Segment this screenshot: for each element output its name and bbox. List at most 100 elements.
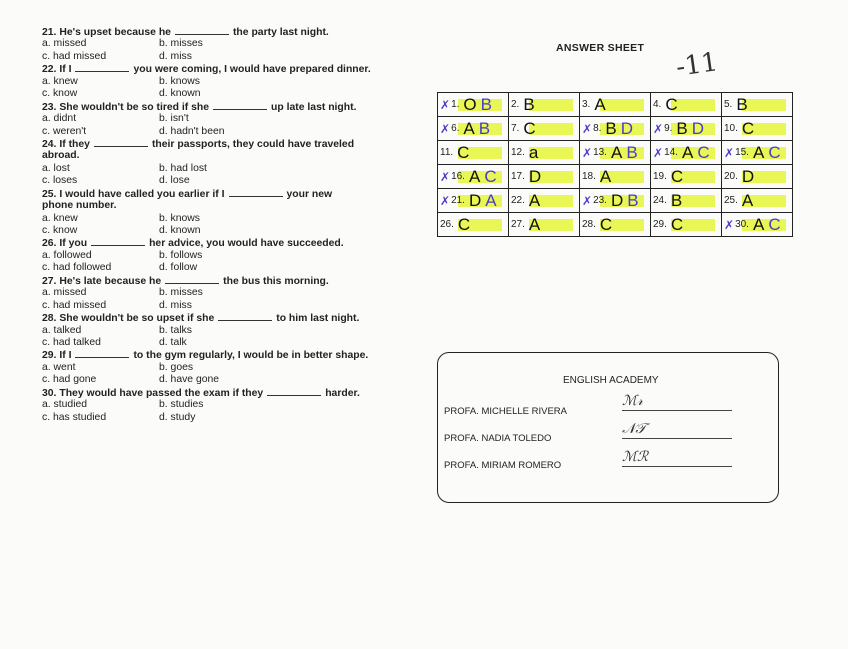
option: d. miss	[159, 299, 192, 311]
answer-letter: a	[528, 142, 539, 162]
highlight-mark	[458, 219, 502, 231]
answer-cell-content: 10. C	[724, 118, 792, 139]
answer-cell-content: ✗ 15. A C	[724, 142, 792, 163]
answer-letter: A	[528, 190, 541, 210]
correction-letter: C	[768, 142, 781, 162]
option: d. miss	[159, 50, 192, 62]
option: b. knows	[159, 212, 201, 224]
options-row: a. missed b. misses	[42, 38, 427, 50]
questions-list: 21. He's upset because he the party last …	[42, 26, 427, 424]
correction-letter: C	[484, 166, 497, 186]
answer-cell: ✗ 13. A B	[579, 140, 651, 165]
answer-letter: B	[605, 118, 617, 138]
cell-number: 3.	[582, 98, 591, 110]
answer-letter: A	[610, 142, 623, 162]
correction-letter: B	[478, 118, 491, 138]
question-text: They would have passed the exam if they	[59, 387, 264, 399]
question-text: their passports, they could have travele…	[151, 138, 355, 150]
options-row: a. talked b. talks	[42, 325, 427, 337]
highlight-mark	[671, 195, 715, 207]
option: c. had talked	[42, 336, 101, 348]
answer-key-box: ENGLISH ACADEMY PROFA. MICHELLE RIVERA P…	[437, 352, 779, 503]
option: a. went	[42, 361, 76, 373]
question-number: 27.	[42, 275, 57, 287]
question-text: He's upset because he	[59, 27, 171, 38]
answer-letter: C	[741, 118, 755, 138]
answer-cell: 29. C	[650, 212, 722, 237]
wrong-mark-icon: ✗	[653, 121, 664, 136]
cell-number: 21.	[451, 194, 465, 206]
option: b. goes	[159, 361, 194, 373]
question-text: If I	[59, 64, 72, 76]
answer-cell-content: 28. C	[582, 214, 650, 235]
option: d. known	[159, 88, 201, 100]
wrong-mark-icon: ✗	[582, 121, 593, 136]
option: b. misses	[159, 287, 203, 299]
question-text: If I	[59, 350, 72, 362]
answer-cell: 28. C	[579, 212, 651, 237]
highlight-mark	[600, 123, 644, 135]
answer-cell-content: ✗ 23. D B	[582, 190, 650, 211]
answer-cell: 26. C	[437, 212, 509, 237]
answer-cell: ✗ 1. O B	[437, 92, 509, 117]
answer-letter: C	[457, 142, 470, 162]
answer-blank	[228, 188, 283, 197]
question-line: abroad.	[42, 150, 427, 162]
answer-cell: ✗ 8. B D	[579, 116, 651, 141]
correction-letter: D	[691, 118, 705, 138]
answer-cell-content: 7. C	[511, 118, 579, 139]
option: d. talk	[159, 336, 187, 348]
answer-letter: A	[463, 118, 475, 138]
question-text: phone number.	[42, 200, 117, 212]
answer-cell-content: 4. C	[653, 94, 721, 115]
question-number: 26.	[42, 238, 57, 250]
answer-blank	[218, 312, 273, 322]
question-text: abroad.	[42, 150, 80, 162]
question-line: phone number.	[42, 200, 427, 212]
answer-cell-content: 5. B	[724, 94, 792, 115]
cell-number: 18.	[582, 170, 596, 182]
grid-row: ✗ 21. D A 22. A ✗ 23. D B 24. B 25. A	[437, 188, 793, 213]
cell-number: 11.	[440, 146, 454, 158]
option: c. know	[42, 88, 78, 100]
signature: 𝒩𝒯	[622, 421, 732, 439]
answer-cell-content: 20. D	[724, 166, 792, 187]
highlight-mark	[600, 147, 644, 159]
wrong-mark-icon: ✗	[724, 145, 735, 160]
answer-cell-content: 27. A	[511, 214, 579, 235]
highlight-mark	[742, 219, 786, 231]
answer-cell: 5. B	[721, 92, 793, 117]
option: b. studies	[159, 399, 204, 411]
question-text: harder.	[325, 387, 360, 399]
answer-letter: A	[599, 166, 612, 186]
correction-letter: C	[768, 214, 781, 234]
option: a. talked	[42, 324, 82, 336]
answer-cell-content: ✗ 21. D A	[440, 190, 508, 211]
options-row: a. lost b. had lost	[42, 163, 427, 175]
option: c. had missed	[42, 50, 107, 62]
answer-cell: ✗ 16. A C	[437, 164, 509, 189]
answer-letter: D	[528, 166, 542, 186]
cell-number: 5.	[724, 98, 733, 110]
highlight-mark	[458, 171, 502, 183]
question-text: the bus this morning.	[223, 275, 329, 287]
answer-cell: 22. A	[508, 188, 580, 213]
wrong-mark-icon: ✗	[440, 193, 451, 208]
answer-letter: B	[670, 190, 683, 210]
wrong-mark-icon: ✗	[440, 121, 451, 136]
answer-letter: C	[457, 214, 471, 234]
answer-blank	[165, 275, 220, 284]
grid-row: ✗ 16. A C 17. D 18. A 19. C 20. D	[437, 164, 793, 189]
answer-cell-content: ✗ 9. B D	[653, 118, 721, 139]
cell-number: 1.	[451, 98, 460, 110]
options-row: a. studied b. studies	[42, 399, 427, 411]
answer-cell: 18. A	[579, 164, 651, 189]
options-row: a. knew b. knows	[42, 213, 427, 225]
option: a. missed	[42, 38, 87, 50]
answer-cell: 20. D	[721, 164, 793, 189]
highlight-mark	[529, 123, 573, 135]
answer-cell-content: 2. B	[511, 94, 579, 115]
highlight-mark	[671, 171, 715, 183]
question-number: 23.	[42, 101, 57, 113]
answer-letter: A	[594, 94, 606, 114]
